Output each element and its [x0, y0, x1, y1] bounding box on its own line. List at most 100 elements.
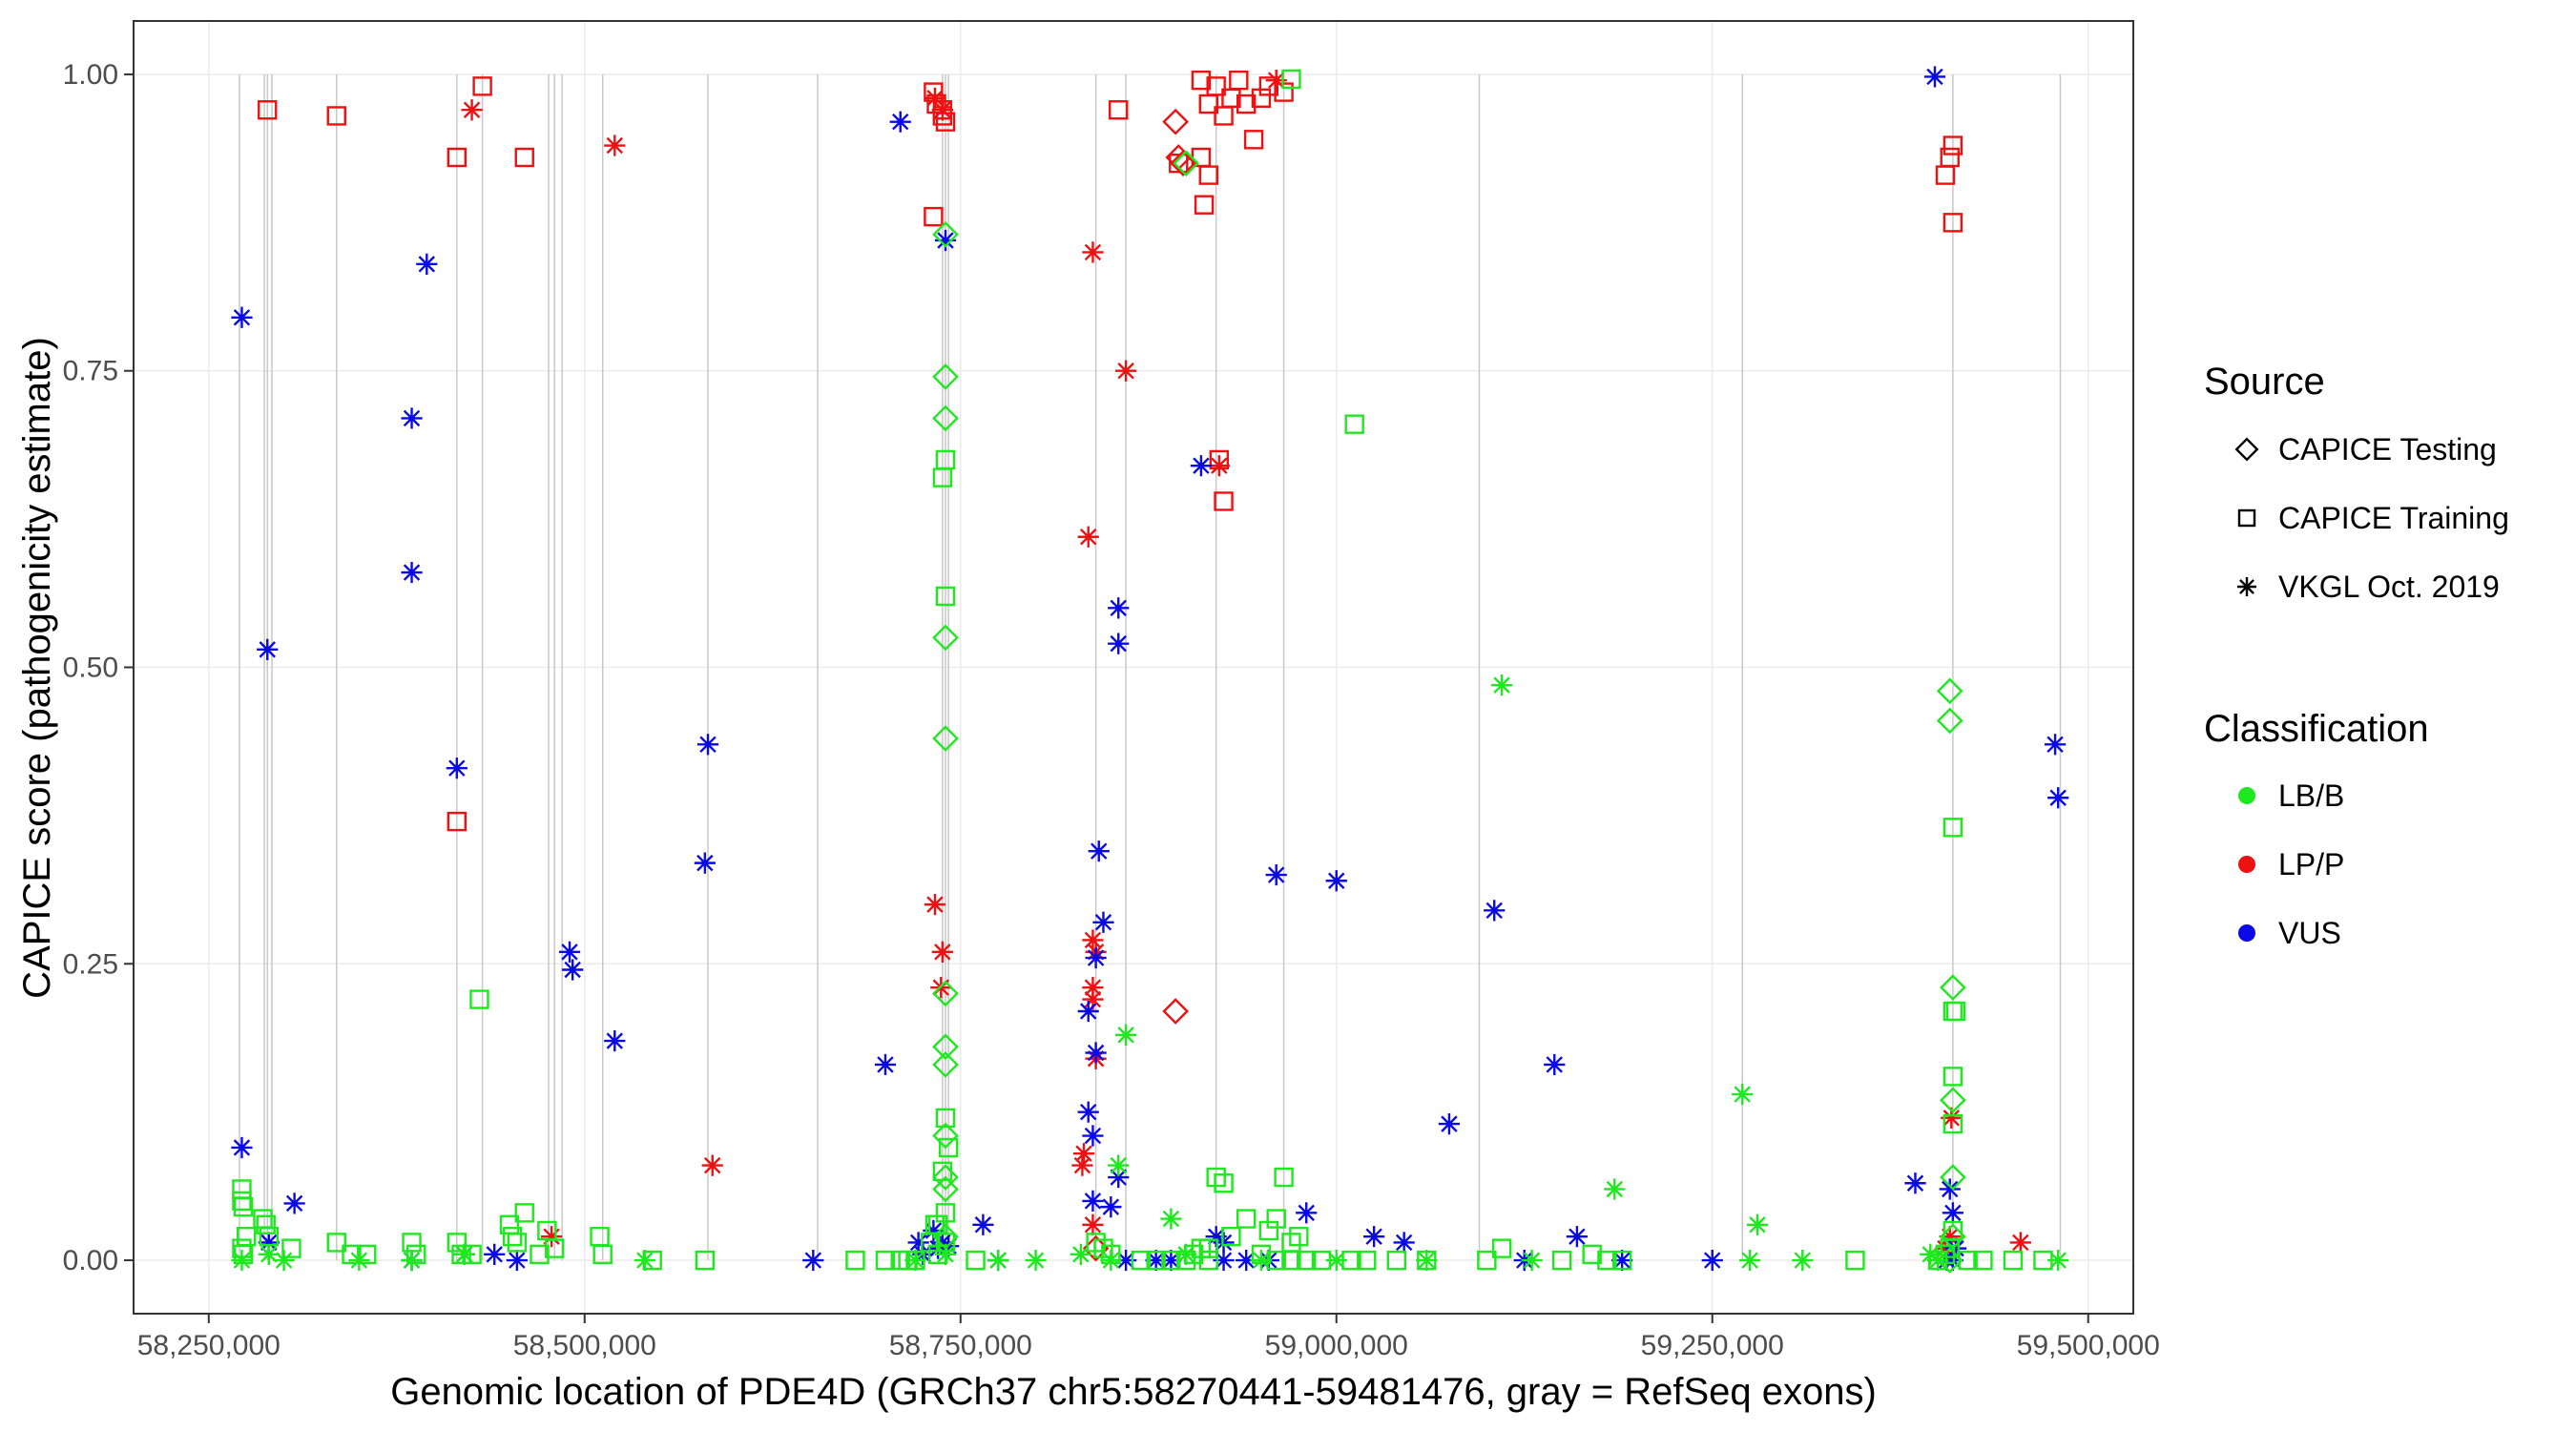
point-vus-asterisk-29	[1085, 946, 1107, 969]
legend-source-title: Source	[2204, 361, 2325, 403]
point-lbb-square-24	[545, 1238, 565, 1258]
point-lbb-asterisk-9	[1025, 1249, 1047, 1272]
point-lbb-square-78	[1491, 1238, 1512, 1258]
point-lbb-square-19	[502, 1226, 523, 1247]
point-lbb-square-44	[875, 1250, 896, 1271]
point-lbb-square-34	[935, 1108, 956, 1129]
point-lpp-square-13	[1191, 70, 1212, 91]
point-lbb-asterisk-23	[1746, 1213, 1769, 1235]
point-lbb-diamond-6	[932, 1033, 959, 1061]
point-lbb-square-58	[1214, 1173, 1234, 1193]
point-vus-asterisk-35	[1108, 597, 1130, 619]
point-lbb-diamond-18	[1940, 1223, 1966, 1251]
point-vus-asterisk-61	[1942, 1202, 1963, 1224]
point-lbb-square-26	[592, 1244, 613, 1265]
point-lbb-square-5	[233, 1244, 254, 1265]
point-lpp-square-5	[447, 811, 467, 832]
point-vus-asterisk-54	[1544, 1053, 1566, 1076]
point-lbb-square-77	[1477, 1250, 1497, 1271]
point-lbb-asterisk-21	[1732, 1083, 1754, 1106]
x-axis-title: Genomic location of PDE4D (GRCh37 chr5:5…	[390, 1371, 1877, 1413]
point-lbb-square-80	[1582, 1244, 1602, 1265]
point-vus-asterisk-71	[1160, 1249, 1182, 1272]
point-vus-asterisk-4	[283, 1192, 305, 1214]
x-tick-label-0: 58,250,000	[137, 1330, 280, 1361]
point-lpp-asterisk-3	[701, 1154, 723, 1176]
point-vus-asterisk-57	[1701, 1249, 1723, 1272]
point-lbb-square-64	[1274, 1167, 1294, 1188]
point-lbb-asterisk-8	[987, 1249, 1009, 1272]
point-lbb-square-50	[1101, 1244, 1121, 1265]
point-lpp-asterisk-2	[541, 1226, 563, 1248]
point-vus-asterisk-55	[1566, 1226, 1588, 1248]
point-lpp-asterisk-6	[931, 941, 953, 963]
point-lbb-diamond-14	[1936, 707, 1963, 735]
series-lpp-square	[258, 70, 1963, 832]
point-vus-asterisk-51	[1438, 1113, 1461, 1135]
point-lbb-square-96	[2033, 1250, 2053, 1271]
point-lbb-square-1	[232, 1191, 252, 1212]
point-lbb-square-10	[326, 1233, 346, 1253]
point-lbb-square-29	[469, 989, 489, 1009]
legend-key-diamond	[2234, 437, 2259, 462]
point-lpp-asterisk-0	[461, 99, 483, 121]
point-lbb-asterisk-17	[1325, 1249, 1347, 1272]
point-lpp-asterisk-15	[1082, 929, 1104, 951]
point-lbb-asterisk-0	[231, 1249, 253, 1272]
point-lpp-asterisk-8	[924, 894, 946, 916]
point-vus-asterisk-37	[1108, 1166, 1130, 1189]
point-lbb-diamond-0	[932, 220, 959, 248]
point-vus-asterisk-31	[1092, 911, 1114, 933]
point-lpp-square-10	[932, 106, 953, 126]
x-axis: 58,250,000 58,500,000 58,750,000 59,000,000…	[137, 1314, 2160, 1361]
point-lbb-square-52	[1146, 1250, 1166, 1271]
point-lpp-square-4	[514, 147, 534, 168]
point-lbb-diamond-8	[932, 1122, 959, 1150]
point-vus-asterisk-32	[1077, 1000, 1099, 1023]
x-tick-label-4: 59,250,000	[1641, 1330, 1784, 1361]
point-lbb-asterisk-4	[401, 1249, 423, 1272]
point-lbb-asterisk-22	[1739, 1249, 1761, 1272]
point-lpp-square-2	[447, 147, 467, 168]
y-tick-label-0: 0.00	[63, 1245, 118, 1276]
point-vus-asterisk-49	[1363, 1226, 1385, 1248]
point-vus-asterisk-46	[1265, 863, 1287, 886]
legend-label-square: CAPICE Training	[2278, 501, 2509, 535]
point-lbb-square-69	[1266, 1250, 1286, 1271]
legend-classification-title: Classification	[2204, 708, 2429, 750]
point-lbb-diamond-10	[932, 1175, 959, 1203]
point-lpp-asterisk-11	[1071, 1154, 1093, 1176]
x-tick-label-5: 59,500,000	[2017, 1330, 2160, 1361]
point-lbb-square-41	[924, 1214, 945, 1234]
point-lpp-asterisk-19	[1082, 977, 1104, 999]
point-lbb-square-97	[1344, 414, 1364, 434]
point-lpp-square-15	[1206, 76, 1226, 96]
point-lbb-square-2	[233, 1196, 254, 1217]
point-vus-asterisk-19	[874, 1053, 897, 1076]
point-lbb-asterisk-11	[1100, 1249, 1122, 1272]
point-lbb-square-53	[1161, 1250, 1181, 1271]
point-lbb-square-94	[1973, 1250, 1993, 1271]
legend-classification-items: LB/B LP/P VUS	[2238, 778, 2344, 950]
x-tick-label-2: 58,750,000	[889, 1330, 1032, 1361]
point-lbb-square-21	[514, 1203, 534, 1223]
point-lbb-square-87	[1942, 818, 1963, 838]
point-vus-asterisk-3	[258, 1232, 280, 1254]
legend-label-asterisk: VKGL Oct. 2019	[2278, 570, 2500, 604]
point-lpp-square-12	[1109, 100, 1129, 120]
series-lbb-diamond	[932, 150, 1966, 1274]
point-lpp-square-24	[1194, 195, 1215, 215]
point-lbb-diamond-12	[1173, 150, 1200, 177]
legend-label-vus: VUS	[2278, 916, 2341, 950]
x-tick-label-1: 58,500,000	[513, 1330, 656, 1361]
point-lbb-asterisk-20	[1604, 1178, 1626, 1200]
point-lbb-square-14	[406, 1244, 426, 1265]
point-vus-asterisk-16	[696, 734, 719, 756]
legend-key-lbb	[2238, 787, 2255, 804]
x-tick-label-3: 59,000,000	[1265, 1330, 1408, 1361]
point-lbb-square-12	[357, 1244, 377, 1265]
point-lbb-square-61	[1251, 1244, 1272, 1265]
point-vus-asterisk-67	[931, 1232, 953, 1254]
point-lbb-square-91	[1942, 1113, 1963, 1134]
point-lbb-diamond-9	[932, 1164, 959, 1191]
